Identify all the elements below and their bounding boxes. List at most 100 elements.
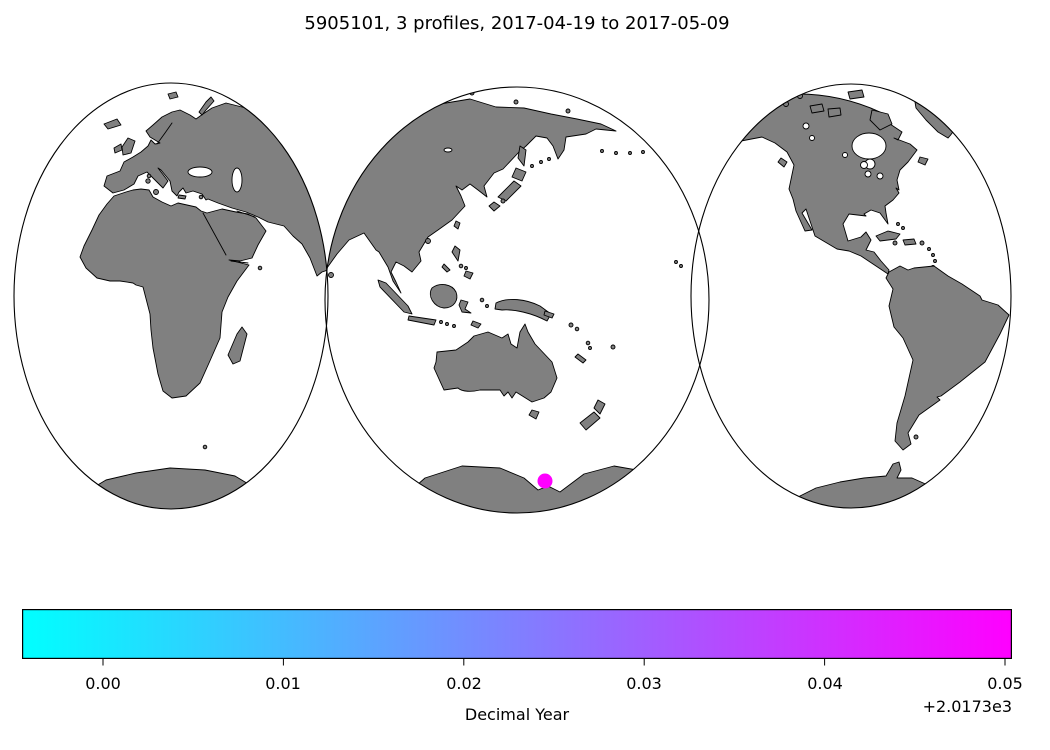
profile-point-marker	[537, 473, 553, 489]
kuril-island	[547, 157, 551, 161]
bahamas-island	[896, 222, 900, 226]
sunda-island	[452, 324, 456, 328]
bahamas-island	[901, 226, 905, 230]
crete-island	[177, 194, 187, 200]
red-sea	[202, 212, 227, 256]
sunda-island	[445, 322, 449, 326]
banks-island	[809, 103, 825, 114]
luzon-island	[451, 245, 461, 262]
mindanao-island	[463, 270, 474, 280]
sulawesi-island	[458, 299, 472, 314]
taiwan-island	[453, 220, 461, 230]
sri-lanka-island	[328, 272, 334, 278]
colorbar-tick-label: 0.03	[626, 674, 662, 693]
lobe-middle-outline	[324, 86, 710, 514]
colorbar-tick-label: 0.02	[446, 674, 482, 693]
aleutian-island	[628, 151, 632, 155]
aleutian-island	[600, 149, 604, 153]
iceland-island	[103, 118, 122, 130]
lake-superior	[860, 161, 868, 169]
cuba-island	[875, 230, 901, 242]
colorbar-tick-label: 0.04	[807, 674, 843, 693]
moluccas-island	[485, 304, 489, 308]
south-america-landmass	[885, 265, 1010, 451]
visayas-island	[458, 263, 464, 269]
lake-michigan	[864, 170, 872, 178]
great-slave-lake	[809, 135, 815, 141]
colorbar	[22, 609, 1012, 666]
honshu-island	[497, 180, 522, 202]
south-atlantic-island	[202, 444, 208, 450]
new-guinea-island	[494, 299, 552, 322]
java-island	[407, 315, 437, 326]
pacific-island	[679, 264, 683, 268]
aleutian-island	[641, 150, 645, 154]
lobe-outlines	[13, 82, 1012, 514]
novaya-zemlya-island	[198, 96, 215, 116]
new-britain-island	[543, 310, 555, 319]
timor-island	[470, 320, 482, 329]
sardinia-island	[145, 178, 151, 184]
vancouver-island	[777, 157, 788, 168]
colorbar-tick-label: 0.05	[987, 674, 1023, 693]
colorbar-tick-marks	[102, 659, 1006, 666]
borneo-island	[429, 284, 458, 309]
newfoundland-island	[917, 156, 929, 166]
visayas-island	[464, 266, 468, 270]
figure-title: 5905101, 3 profiles, 2017-04-19 to 2017-…	[304, 13, 730, 34]
puerto-rico-island	[919, 240, 925, 246]
jamaica-island	[892, 240, 898, 246]
australia-landmass	[433, 323, 558, 403]
antilles-island	[927, 247, 931, 251]
new-caledonia-island	[574, 353, 587, 364]
palawan-island	[441, 263, 451, 273]
kuril-island	[539, 160, 543, 164]
antilles-island	[933, 259, 937, 263]
great-bear-lake	[802, 122, 810, 130]
kyushu-island	[488, 201, 501, 212]
kuril-island	[530, 164, 534, 168]
colorbar-tick-label: 0.00	[85, 674, 121, 693]
baltic-sea	[156, 122, 173, 145]
black-sea	[187, 166, 213, 178]
tasmania-island	[528, 409, 540, 420]
africa-arabia-landmass	[79, 188, 267, 399]
new-zealand-south-island	[579, 411, 601, 431]
antilles-island	[931, 253, 935, 257]
world-map	[13, 82, 1012, 514]
colorbar-tick-label: 0.01	[265, 674, 301, 693]
corsica-island	[146, 173, 152, 179]
cyprus-island	[198, 194, 204, 200]
pacific-island	[674, 260, 678, 264]
svalbard-island	[167, 91, 179, 100]
arctic-island	[513, 99, 519, 105]
ellesmere-island	[847, 89, 865, 100]
sakhalin-island	[517, 145, 527, 167]
sunda-island	[439, 320, 443, 324]
victoria-island	[827, 107, 842, 118]
moluccas-island	[479, 297, 485, 303]
hokkaido-island	[511, 167, 527, 182]
wrangel-island	[565, 108, 571, 114]
lake-winnipeg	[842, 152, 848, 158]
persian-gulf	[236, 210, 256, 218]
vanuatu-island	[588, 346, 592, 350]
hainan-island	[425, 238, 431, 244]
fiji-island	[610, 344, 616, 350]
colorbar-axis-label: Decimal Year	[464, 705, 570, 724]
ireland-island	[113, 143, 123, 154]
sumatra-island	[377, 279, 413, 315]
baffin-island	[869, 109, 893, 131]
aleutian-island	[614, 151, 618, 155]
hudson-bay	[851, 132, 887, 160]
new-zealand-north-island	[593, 399, 606, 415]
falkland-island	[913, 434, 919, 440]
vanuatu-island	[585, 340, 591, 346]
colorbar-offset-text: +2.0173e3	[922, 697, 1012, 716]
solomon-island	[568, 322, 574, 328]
caspian-sea	[231, 167, 243, 193]
lobe-left-outline	[13, 82, 329, 510]
madagascar-island	[227, 326, 248, 365]
solomon-island	[574, 326, 580, 332]
